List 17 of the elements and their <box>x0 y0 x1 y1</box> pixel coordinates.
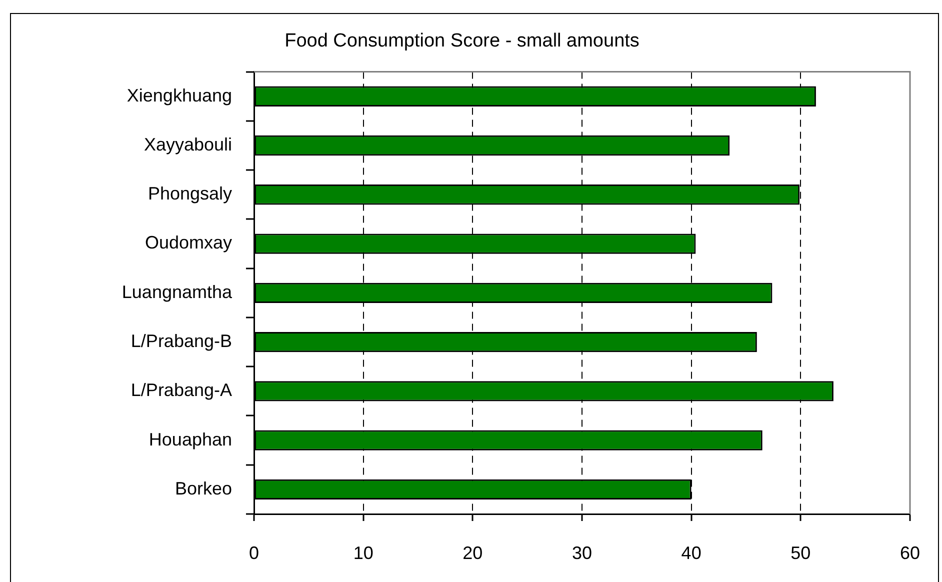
x-tick-label: 50 <box>790 542 811 563</box>
y-tick-label: Borkeo <box>174 478 232 498</box>
x-tick-label: 60 <box>900 542 920 563</box>
y-tick-label: Houaphan <box>148 429 232 450</box>
y-tick-label: Xayyabouli <box>144 134 232 154</box>
x-tick-label: 0 <box>248 542 260 563</box>
y-tick-label: Phongsaly <box>148 184 232 204</box>
x-tick-label: 20 <box>462 542 483 563</box>
x-tick-label: 40 <box>681 542 702 563</box>
x-tick-label: 30 <box>572 542 592 563</box>
y-tick-label: Luangnamtha <box>122 282 233 302</box>
y-tick-label: L/Prabang-B <box>130 331 232 351</box>
chart-title: Food Consumption Score - small amounts <box>284 30 640 52</box>
y-tick-label: Oudomxay <box>144 232 232 253</box>
x-tick-label: 10 <box>353 542 374 563</box>
y-tick-label: Xiengkhuang <box>126 85 232 106</box>
y-tick-label: L/Prabang-A <box>130 380 232 400</box>
